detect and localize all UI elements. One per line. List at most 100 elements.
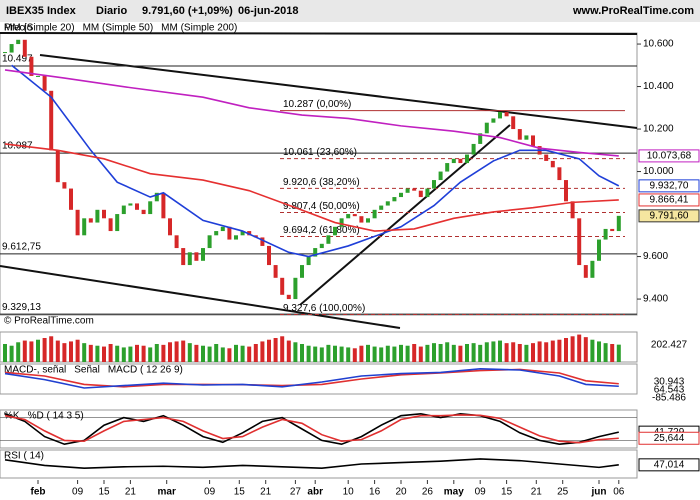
line-series: [11, 64, 620, 258]
rsi-panel: [0, 449, 638, 479]
volume-bar: [603, 343, 608, 362]
volume-bar: [194, 344, 199, 362]
volume-bar: [313, 346, 318, 362]
volume-bar: [9, 345, 14, 362]
legend-entry: %D ( 14 3 5): [28, 411, 84, 422]
candle: [616, 215, 621, 232]
candle: [286, 294, 291, 300]
line-series: [4, 414, 619, 444]
x-tick-label: 21: [531, 487, 543, 498]
candle: [465, 154, 469, 164]
candle: [69, 188, 73, 210]
volume-bar: [121, 347, 126, 362]
volume-bar: [82, 343, 87, 362]
x-tick-label: 09: [475, 487, 487, 498]
y-tick-label: 9.600: [643, 251, 668, 262]
candle: [544, 154, 549, 161]
candle: [240, 231, 245, 236]
candle: [339, 218, 344, 227]
candle: [293, 277, 298, 300]
last-price-label: 9.791,60: [650, 210, 689, 221]
candle: [478, 133, 483, 144]
volume-bar: [49, 336, 54, 362]
candle: [326, 235, 331, 244]
candle: [451, 158, 456, 164]
volume-bar: [465, 344, 469, 362]
volume-bar: [3, 344, 7, 362]
level-label: 9.612,75: [2, 241, 41, 252]
volume-bar: [293, 342, 298, 362]
candle: [564, 180, 568, 202]
candle: [610, 228, 615, 232]
candle: [49, 90, 54, 151]
volume-bar: [385, 345, 390, 362]
candle: [9, 44, 14, 53]
candle: [201, 248, 205, 261]
candle: [29, 56, 34, 76]
last-value-box: [638, 149, 700, 163]
volume-bar: [531, 343, 535, 362]
level-label: 10.497: [2, 54, 33, 65]
y-tick-label: 9.400: [643, 294, 668, 305]
x-tick-label: 16: [369, 487, 381, 498]
volume-bar: [253, 344, 258, 362]
candle: [141, 209, 146, 215]
volume-bar: [616, 344, 621, 362]
candle: [55, 150, 60, 183]
candle: [603, 228, 608, 240]
volume-bar: [148, 347, 153, 362]
volume-bar: [557, 339, 562, 362]
volume-bar: [610, 344, 615, 362]
candle: [412, 188, 417, 191]
volume-bar: [161, 344, 166, 362]
last-price-box: [638, 209, 700, 223]
x-tick-label: 15: [501, 487, 513, 498]
candle: [234, 235, 238, 240]
readout: 30.943: [654, 377, 685, 388]
volume-bar: [352, 348, 357, 362]
line-series: [4, 458, 619, 470]
last-price: 9.791,60 (+1,09%): [142, 5, 233, 17]
candle: [531, 135, 535, 147]
trend-line: [39, 54, 638, 129]
legend-entry: MM (Simple 20): [4, 23, 75, 34]
volume-bar: [247, 346, 252, 362]
candle: [425, 188, 430, 198]
volume-bar: [484, 342, 489, 362]
macd-panel: [0, 363, 638, 395]
x-tick-label: 27: [290, 487, 302, 498]
volume-bar: [36, 339, 40, 362]
volume-bar: [95, 345, 100, 362]
y-tick-label: 10.600: [643, 39, 674, 50]
volume-bar: [438, 344, 443, 362]
volume-bar: [214, 344, 219, 362]
last-value-box: [638, 431, 700, 445]
candle: [590, 260, 595, 278]
x-tick-label: 15: [234, 487, 246, 498]
x-tick-label: 25: [557, 487, 569, 498]
volume-bar: [280, 336, 285, 362]
volume-bar: [451, 344, 456, 362]
candle: [346, 214, 351, 219]
candle: [300, 265, 304, 278]
fib-label: 9.920,6 (38,20%): [283, 177, 360, 188]
volume-bar: [168, 342, 172, 362]
legend-entry: RSI ( 14): [4, 451, 44, 462]
volume-bar: [346, 347, 351, 362]
volume-bar: [29, 341, 34, 362]
line-series: [4, 412, 619, 446]
candle: [154, 192, 159, 202]
candle: [174, 235, 179, 249]
x-tick-label: 09: [204, 487, 216, 498]
volume-bar: [260, 341, 265, 362]
candle: [306, 256, 311, 266]
x-tick-label: 06: [613, 487, 625, 498]
fib-label: 9.694,2 (61,80%): [283, 225, 360, 236]
volume-bar: [326, 344, 331, 362]
volume-bar: [564, 338, 568, 362]
candle: [484, 122, 489, 134]
volume-bar: [115, 345, 120, 362]
volume-bar: [583, 337, 588, 362]
candle: [267, 245, 271, 266]
volume-bar: [537, 341, 542, 362]
